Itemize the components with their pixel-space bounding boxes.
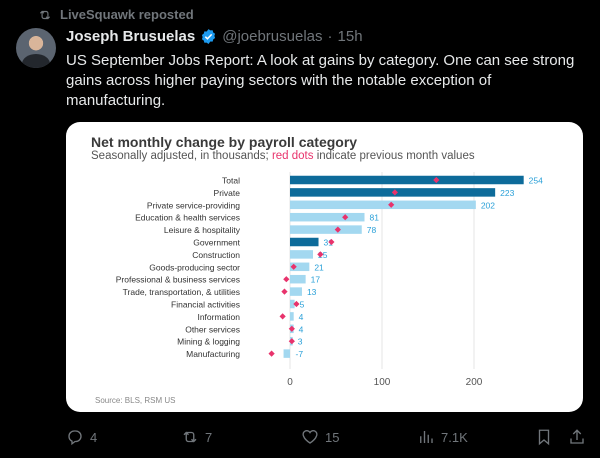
value-label: 31 bbox=[324, 238, 334, 248]
value-label: 254 bbox=[529, 176, 543, 186]
previous-month-dot bbox=[293, 300, 300, 308]
previous-month-dot bbox=[391, 189, 398, 196]
bar bbox=[290, 274, 306, 284]
previous-month-dot bbox=[268, 350, 275, 357]
category-label: Financial activities bbox=[171, 300, 240, 310]
value-label: 223 bbox=[500, 188, 514, 198]
share-icon bbox=[570, 429, 584, 444]
reply-count: 4 bbox=[90, 429, 98, 445]
x-tick-label-1: 100 bbox=[374, 377, 391, 388]
repost-icon bbox=[39, 10, 51, 19]
chart-source: Source: BLS, RSM US bbox=[95, 396, 176, 405]
like-count: 15 bbox=[325, 429, 340, 445]
category-label: Leisure & hospitality bbox=[164, 225, 241, 235]
author-name[interactable]: Joseph Brusuelas bbox=[66, 28, 196, 45]
bar bbox=[290, 262, 310, 272]
category-label: Mining & logging bbox=[177, 337, 240, 347]
timestamp[interactable]: 15h bbox=[337, 28, 363, 45]
views-icon bbox=[420, 431, 433, 443]
value-label: 21 bbox=[314, 262, 324, 272]
category-label: Manufacturing bbox=[186, 349, 240, 359]
chart-title: Net monthly change by payroll category bbox=[91, 134, 358, 150]
like-button[interactable]: 15 bbox=[301, 428, 339, 446]
repost-count: 7 bbox=[205, 429, 213, 445]
bar bbox=[290, 237, 319, 247]
value-label: 202 bbox=[481, 200, 495, 210]
tweet-header: Joseph Brusuelas @joebrusuelas · 15h bbox=[66, 28, 363, 45]
bar bbox=[290, 312, 294, 321]
chart-image[interactable]: Net monthly change by payroll category S… bbox=[66, 122, 583, 412]
repost-indicator[interactable]: LiveSquawk reposted bbox=[38, 7, 194, 22]
category-label: Information bbox=[197, 312, 240, 322]
chart-subtitle: Seasonally adjusted, in thousands; red d… bbox=[91, 150, 475, 162]
retweet-button[interactable]: 7 bbox=[181, 428, 212, 446]
value-label: 13 bbox=[307, 287, 317, 297]
value-label: 4 bbox=[299, 324, 304, 334]
x-tick-label-2: 200 bbox=[466, 377, 483, 388]
repost-text: LiveSquawk reposted bbox=[60, 7, 194, 22]
category-label: Goods-producing sector bbox=[149, 262, 240, 272]
category-label: Trade, transportation, & utilities bbox=[123, 287, 240, 297]
author-handle[interactable]: @joebrusuelas bbox=[222, 28, 323, 45]
tweet-text: US September Jobs Report: A look at gain… bbox=[66, 52, 575, 109]
bookmark-button[interactable] bbox=[535, 428, 553, 446]
verified-icon bbox=[202, 29, 216, 44]
previous-month-dot bbox=[281, 288, 288, 295]
value-label: 17 bbox=[311, 275, 321, 285]
value-label: 78 bbox=[367, 225, 377, 235]
bar-chart: 0 100 200 Total 254 Private 223 Private service… bbox=[116, 172, 543, 388]
value-label: 4 bbox=[299, 312, 304, 322]
reply-icon bbox=[68, 430, 82, 446]
action-bar: 4 7 15 7.1K bbox=[0, 428, 600, 448]
previous-month-dot bbox=[279, 313, 286, 320]
chart-subtitle-post: indicate previous month values bbox=[313, 150, 475, 162]
category-label: Government bbox=[193, 238, 240, 248]
category-label: Total bbox=[222, 176, 240, 186]
like-icon bbox=[302, 430, 318, 444]
separator: · bbox=[327, 28, 333, 45]
value-label: 3 bbox=[298, 337, 303, 347]
category-label: Private bbox=[214, 188, 241, 198]
bar bbox=[290, 299, 295, 309]
value-label: 5 bbox=[300, 300, 305, 310]
bar bbox=[290, 200, 476, 210]
share-button[interactable] bbox=[568, 428, 586, 446]
views-button[interactable]: 7.1K bbox=[417, 428, 468, 446]
bar bbox=[290, 250, 313, 259]
bar bbox=[290, 287, 302, 296]
views-count: 7.1K bbox=[441, 429, 468, 445]
avatar[interactable] bbox=[16, 28, 56, 68]
previous-month-dot bbox=[283, 276, 290, 283]
chart-subtitle-pre: Seasonally adjusted, in thousands; bbox=[91, 150, 272, 162]
value-label: 81 bbox=[370, 213, 380, 223]
category-label: Professional & business services bbox=[116, 275, 240, 285]
bar bbox=[290, 212, 365, 222]
category-label: Private service-providing bbox=[147, 200, 240, 210]
category-label: Other services bbox=[185, 324, 240, 334]
category-label: Education & health services bbox=[135, 213, 240, 223]
value-label: -7 bbox=[296, 349, 304, 359]
bookmark-icon bbox=[538, 429, 550, 446]
chart-subtitle-red: red dots bbox=[271, 150, 314, 162]
x-tick-label-0: 0 bbox=[287, 377, 293, 388]
repost-icon bbox=[183, 431, 197, 443]
reply-button[interactable]: 4 bbox=[66, 428, 97, 446]
bar bbox=[290, 225, 362, 234]
bar bbox=[283, 349, 290, 358]
category-label: Construction bbox=[192, 250, 240, 260]
bar bbox=[290, 175, 524, 185]
